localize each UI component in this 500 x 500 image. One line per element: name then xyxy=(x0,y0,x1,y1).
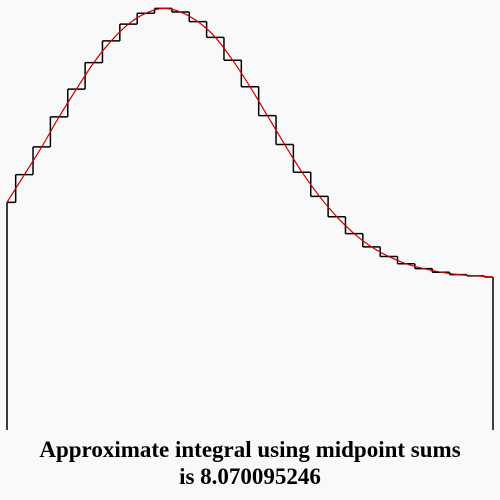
riemann-sum-plot xyxy=(6,7,494,430)
function-line xyxy=(6,7,494,278)
function-curve xyxy=(6,7,494,278)
integral-caption: Approximate integral using midpoint sums… xyxy=(0,436,500,490)
caption-line-1: Approximate integral using midpoint sums xyxy=(39,437,461,462)
midpoint-rectangles xyxy=(6,7,494,430)
caption-line-2: is 8.070095246 xyxy=(179,464,321,489)
